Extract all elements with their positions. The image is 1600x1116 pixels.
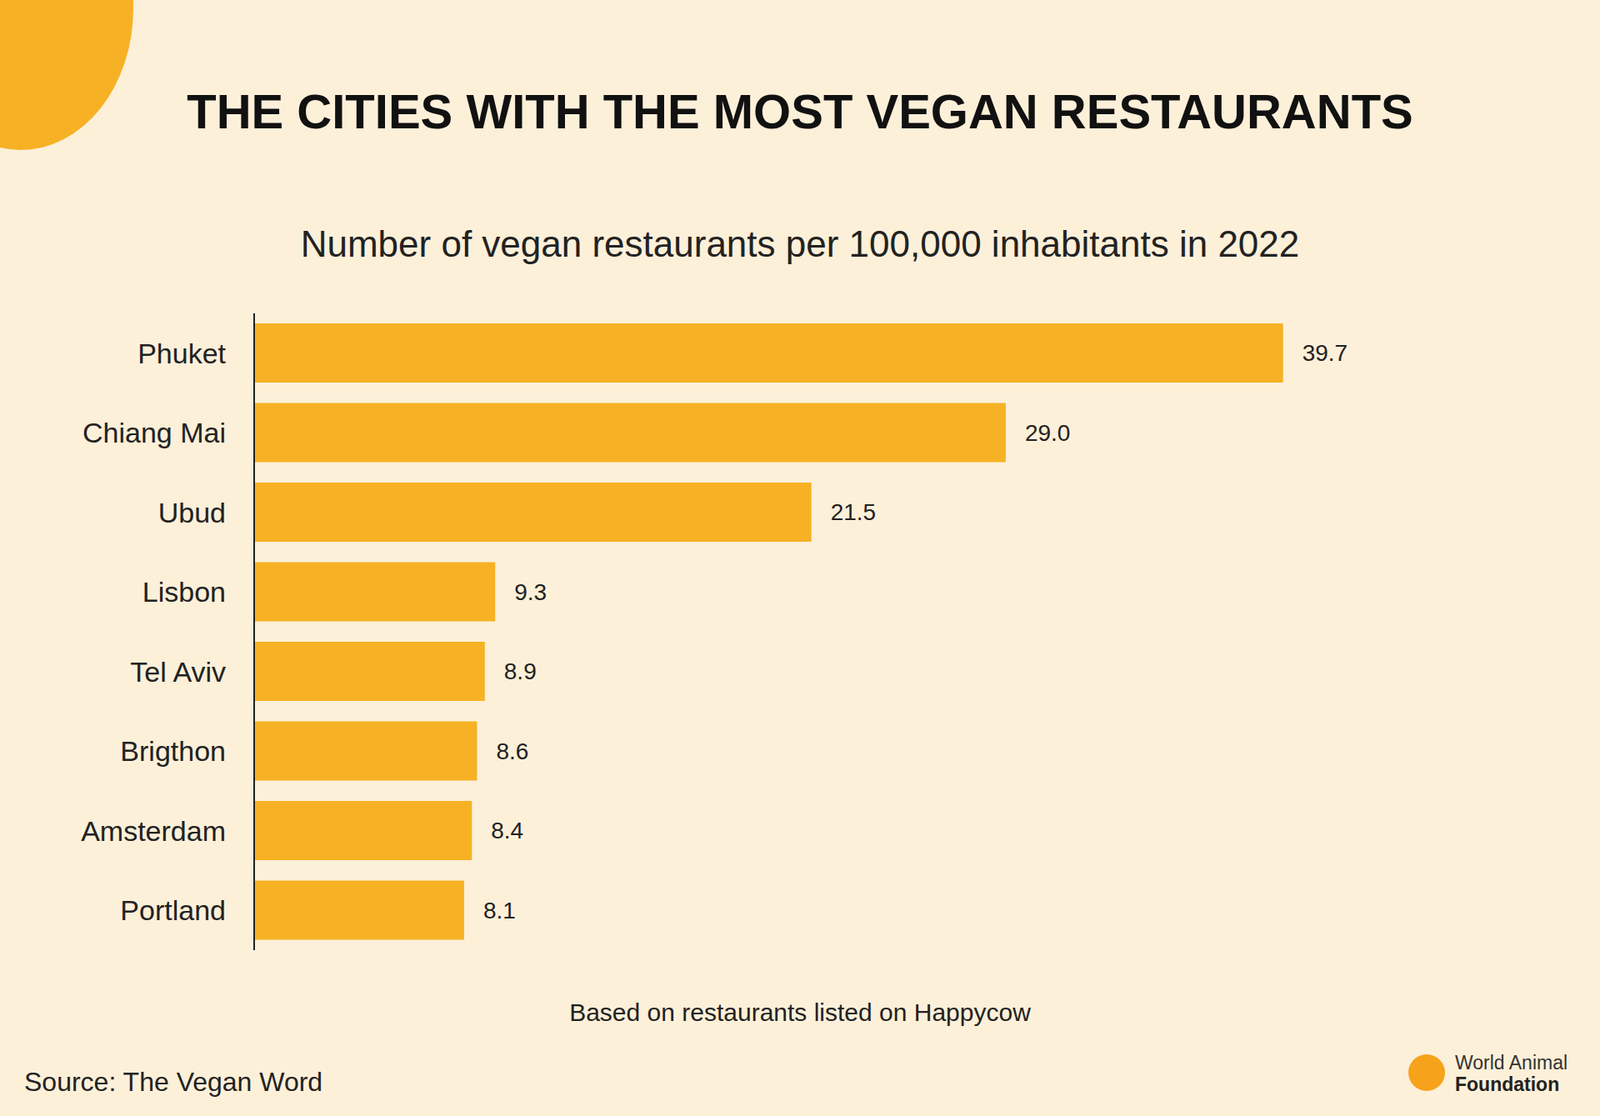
svg-text:Ubud: Ubud [158, 496, 226, 529]
html-text:Foundation: Foundation [1455, 1073, 1560, 1095]
svg-text:8.9: 8.9 [504, 658, 537, 685]
svg-text:Tel Aviv: Tel Aviv [130, 655, 226, 688]
svg-text:8.1: 8.1 [483, 897, 516, 924]
svg-text:Lisbon: Lisbon [142, 575, 226, 608]
html-text:Source: The Vegan Word: Source: The Vegan Word [24, 1066, 323, 1097]
html-text:Based on restaurants listed on: Based on restaurants listed on Happycow [569, 998, 1031, 1026]
svg-text:Amsterdam: Amsterdam [80, 815, 226, 847]
svg-text:Brigthon: Brigthon [120, 735, 226, 767]
svg-text:8.6: 8.6 [495, 738, 529, 765]
html-text:THE CITIES WITH THE MOST VEGAN: THE CITIES WITH THE MOST VEGAN RESTAURAN… [186, 84, 1414, 139]
svg-text:Phuket: Phuket [137, 337, 226, 370]
svg-text:9.3: 9.3 [514, 579, 547, 605]
svg-text:8.4: 8.4 [490, 817, 524, 844]
svg-text:Portland: Portland [120, 894, 226, 926]
svg-text:21.5: 21.5 [830, 499, 877, 525]
svg-text:29.0: 29.0 [1025, 420, 1071, 446]
html-text:Number of vegan restaurants pe: Number of vegan restaurants per 100,000 … [300, 223, 1300, 265]
svg-text:39.7: 39.7 [1302, 340, 1349, 366]
svg-text:Chiang Mai: Chiang Mai [82, 416, 226, 449]
html-text:World Animal: World Animal [1455, 1051, 1568, 1074]
